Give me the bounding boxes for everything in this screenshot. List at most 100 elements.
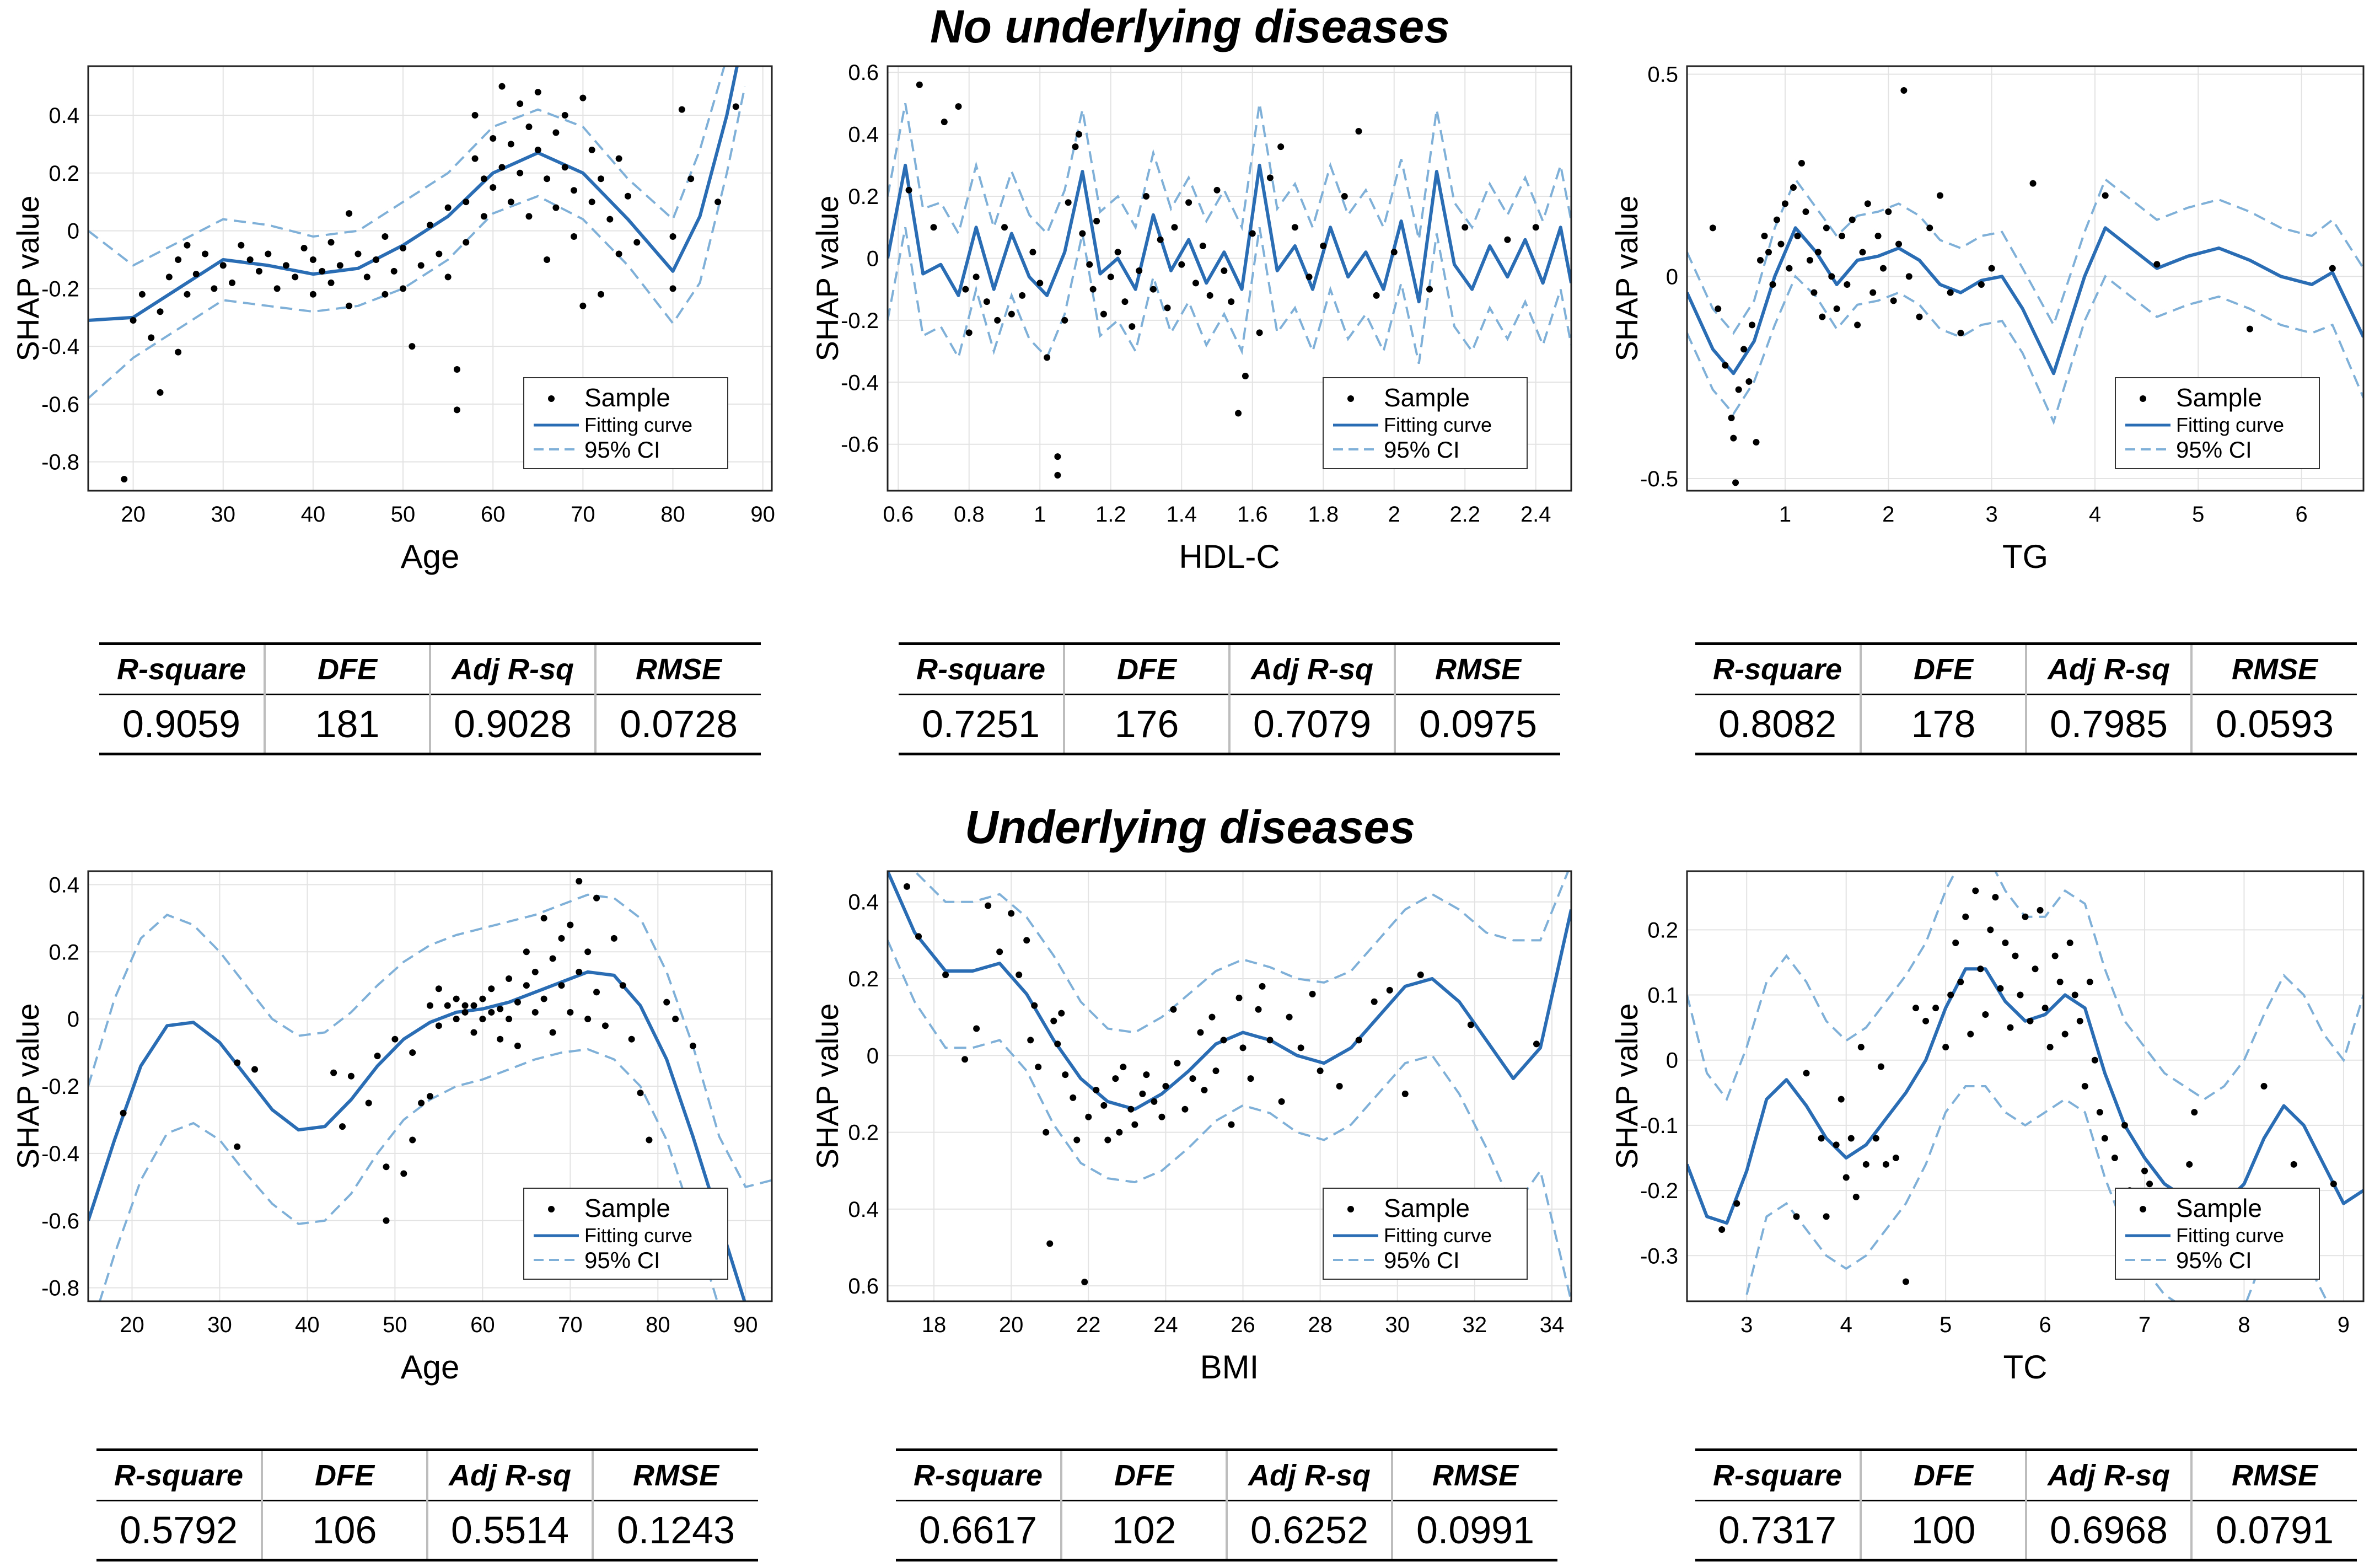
plot-frame xyxy=(1686,870,2365,1302)
sample-point xyxy=(1259,983,1266,990)
sample-point xyxy=(2146,1180,2153,1188)
sample-point xyxy=(507,198,514,206)
y-tick-label: 0.4 xyxy=(49,104,79,128)
sample-point xyxy=(1753,439,1760,446)
sample-point xyxy=(1967,1031,1974,1038)
legend-sample-label: Sample xyxy=(584,1194,670,1222)
sample-point xyxy=(1112,1075,1119,1082)
sample-point xyxy=(1957,978,1964,985)
sample-point xyxy=(1178,261,1185,268)
sample-point xyxy=(1732,479,1739,486)
value-adj-r-sq: 0.5514 xyxy=(426,1500,593,1561)
sample-point xyxy=(2066,940,2073,946)
ci-lower-line xyxy=(888,940,1571,1301)
sample-point xyxy=(579,302,587,309)
legend-sample-marker xyxy=(1347,1206,1354,1212)
chart-bmi: 18 20 22 24 26 28 30 32 34 0.6 0.4 0.2 0 0.2 0.4 BMI SHA… xyxy=(810,870,1572,1386)
x-tick-label: 7 xyxy=(2139,1313,2151,1337)
value-r-square: 0.7251 xyxy=(899,694,1064,755)
sample-point xyxy=(1417,972,1424,979)
sample-point xyxy=(571,233,578,240)
sample-point xyxy=(1027,1037,1034,1044)
sample-point xyxy=(365,1099,372,1107)
fit-table-bmi: R-square DFE Adj R-sq RMSE 0.6617 102 0.… xyxy=(896,1448,1557,1561)
value-dfe: 102 xyxy=(1060,1500,1227,1561)
sample-point xyxy=(453,406,460,414)
y-tick-label: -0.2 xyxy=(41,277,79,301)
header-adj-r-sq: Adj R-sq xyxy=(2025,1448,2191,1501)
x-tick-label: 1.8 xyxy=(1308,502,1339,527)
value-r-square: 0.8082 xyxy=(1695,694,1861,755)
sample-point xyxy=(1170,1006,1177,1013)
sample-point xyxy=(1828,273,1835,280)
x-tick-label: 1.2 xyxy=(1095,502,1126,527)
header-dfe: DFE xyxy=(1860,642,2026,695)
y-tick-label: 0.4 xyxy=(848,123,879,147)
sample-point xyxy=(480,175,487,183)
y-tick-label: -0.8 xyxy=(41,1276,79,1301)
fit-table-values: 0.7251 176 0.7079 0.0975 xyxy=(899,694,1560,755)
ci-upper-line xyxy=(1687,177,2363,335)
sample-point xyxy=(1987,926,1994,933)
x-tick-label: 70 xyxy=(558,1313,583,1337)
sample-point xyxy=(1823,224,1830,232)
fit-table-values: 0.9059 181 0.9028 0.0728 xyxy=(99,694,761,755)
fit-table-values: 0.6617 102 0.6252 0.0991 xyxy=(896,1500,1557,1561)
sample-point xyxy=(488,1008,495,1016)
y-tick-label: 0.5 xyxy=(1647,63,1678,87)
y-tick-label: -0.4 xyxy=(41,335,79,359)
sample-point xyxy=(2101,1135,2108,1142)
x-tick-label: 1.4 xyxy=(1166,502,1197,527)
sample-point xyxy=(588,198,595,206)
sample-point xyxy=(1136,267,1143,274)
sample-point xyxy=(390,267,397,275)
sample-point xyxy=(628,1035,635,1043)
plot-tc: 3 4 5 6 7 8 9 -0.3 -0.2 -0.1 0 0.1 0.2 TC SHAP value Sa… xyxy=(1599,866,2380,1423)
sample-point xyxy=(1174,1060,1181,1067)
ci-upper-line xyxy=(88,66,726,267)
sample-point xyxy=(1185,199,1192,206)
sample-point xyxy=(905,186,912,194)
header-rmse: RMSE xyxy=(594,642,761,695)
header-rmse: RMSE xyxy=(1391,1448,1557,1501)
y-tick-label: 0 xyxy=(1666,1049,1678,1073)
sample-point xyxy=(1093,1086,1100,1093)
sample-point xyxy=(1947,991,1954,999)
sample-point xyxy=(498,83,506,90)
sample-point xyxy=(1235,410,1242,417)
x-tick-label: 50 xyxy=(383,1313,407,1337)
sample-point xyxy=(391,1035,399,1043)
sample-point xyxy=(1286,1013,1293,1021)
sample-point xyxy=(567,921,574,929)
y-axis-label: SHAP value xyxy=(1609,196,1644,362)
sample-point xyxy=(1885,208,1892,215)
x-tick-label: 30 xyxy=(207,1313,232,1337)
value-adj-r-sq: 0.9028 xyxy=(429,694,595,755)
sample-point xyxy=(1790,184,1797,191)
sample-point xyxy=(1728,415,1735,421)
header-rmse: RMSE xyxy=(592,1448,758,1501)
legend-fit-label: Fitting curve xyxy=(2176,1224,2284,1247)
sample-point xyxy=(1242,373,1249,380)
sample-point xyxy=(561,164,568,171)
x-tick-label: 5 xyxy=(2192,502,2204,527)
sample-point xyxy=(347,1072,354,1080)
header-dfe: DFE xyxy=(1063,642,1229,695)
y-tick-label: 0.2 xyxy=(49,162,79,186)
sample-point xyxy=(1143,1071,1150,1078)
sample-point xyxy=(2056,978,2064,985)
sample-point xyxy=(1803,1070,1810,1077)
sample-point xyxy=(2022,913,2029,920)
y-tick-label: 0 xyxy=(67,219,79,244)
sample-point xyxy=(1131,1121,1138,1128)
sample-point xyxy=(148,334,155,341)
sample-point xyxy=(1065,199,1072,206)
sample-point xyxy=(1978,281,1985,288)
sample-point xyxy=(400,1170,407,1177)
sample-point xyxy=(418,1099,425,1107)
x-tick-label: 34 xyxy=(1540,1313,1565,1337)
y-tick-label: 0.2 xyxy=(848,967,879,991)
sample-point xyxy=(461,1008,469,1016)
sample-point xyxy=(904,883,911,890)
